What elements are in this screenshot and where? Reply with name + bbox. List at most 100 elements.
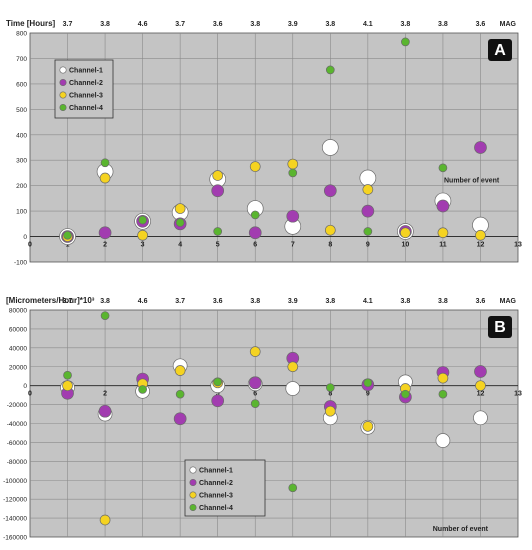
panel-letter: A [494,42,506,59]
mag-label: 3.8 [250,298,260,305]
data-point-channel-4 [100,158,110,168]
y-tick-label: 600 [16,81,27,88]
data-point-channel-4 [438,389,448,399]
data-point-channel-2 [211,394,225,408]
mag-label: 4.6 [138,21,148,28]
mag-label: 3.9 [288,298,298,305]
x-tick-label: 11 [439,242,447,249]
panel-letter: B [494,319,506,336]
data-point-channel-3 [324,405,336,417]
legend-label: Channel-1 [199,468,233,475]
x-tick-label: 2 [103,391,107,398]
data-point-channel-4 [175,389,185,399]
x-tick-label: 0 [28,391,32,398]
y-tick-label: -20000 [7,402,28,409]
mag-label: 3.8 [100,21,110,28]
data-point-channel-3 [174,365,186,376]
data-point-channel-3 [437,227,449,239]
legend-box [184,459,266,517]
x-tick-label: 4 [178,242,182,249]
data-point-channel-3 [475,229,486,241]
data-point-channel-2 [98,226,112,240]
legend-marker [59,104,67,112]
mag-label: 3.7 [63,298,73,305]
x-tick-label: 6 [253,391,257,398]
y-tick-label: 0 [23,383,27,390]
x-tick-label: 9 [366,391,370,398]
x-tick-label: 13 [514,391,522,398]
data-point-channel-1 [321,139,339,156]
legend-marker [189,478,197,486]
y-tick-label: -120000 [3,497,27,504]
data-point-channel-4 [288,483,298,493]
mag-label: 3.8 [401,21,411,28]
mag-label: 3.8 [401,298,411,305]
y-tick-label: 300 [16,158,27,165]
legend-label: Channel-4 [69,105,103,112]
legend-marker [59,79,67,87]
data-point-channel-2 [98,404,112,418]
data-point-channel-3 [475,380,486,392]
y-tick-label: -100 [14,260,27,267]
legend-label: Channel-4 [199,505,233,512]
x-tick-label: 0 [28,242,32,249]
mag-label: 3.9 [288,21,298,28]
x-tick-label: 8 [328,242,332,249]
y-tick-label: -80000 [7,459,28,466]
data-point-channel-4 [325,65,335,75]
y-tick-label: 400 [16,132,27,139]
mag-label: 3.8 [325,21,335,28]
x-tick-label: 5 [216,242,220,249]
mag-label: 3.6 [476,298,486,305]
legend-marker [189,466,197,474]
data-point-channel-3 [174,203,186,214]
data-point-channel-2 [474,365,487,378]
data-point-channel-1 [285,381,301,396]
mag-label: 3.8 [250,21,260,28]
data-point-channel-4 [63,370,72,380]
x-tick-label: 7 [291,242,295,249]
data-point-channel-4 [363,378,373,388]
data-point-channel-3 [212,170,224,181]
data-point-channel-3 [249,346,261,357]
data-point-channel-3 [287,361,299,373]
legend-marker [189,491,197,499]
mag-label: 3.6 [213,298,223,305]
data-point-channel-4 [288,168,298,178]
data-point-channel-4 [325,383,335,392]
x-tick-label: 6 [253,242,257,249]
y-tick-label: 200 [16,183,27,190]
data-point-channel-4 [250,399,260,408]
x-tick-label: 2 [103,242,107,249]
x-tick-label: 1 [66,242,70,249]
y-tick-label: 0 [23,234,27,241]
y-axis-title: [Micrometers/Hour]*10³ [6,296,95,305]
data-point-channel-4 [175,218,185,227]
data-point-channel-2 [436,199,450,213]
mag-label: 3.6 [213,21,223,28]
x-tick-label: 9 [366,242,370,249]
legend-label: Channel-2 [199,480,233,487]
data-point-channel-2 [248,226,262,240]
data-point-channel-2 [323,184,337,198]
data-point-channel-3 [362,420,374,432]
x-tick-label: 12 [477,242,485,249]
data-point-channel-3 [437,372,449,384]
data-point-channel-4 [138,215,147,225]
y-tick-label: -100000 [3,478,27,485]
data-point-channel-3 [324,224,336,236]
mag-label: 3.8 [438,298,448,305]
mag-label: 3.7 [175,21,185,28]
data-point-channel-3 [362,184,374,195]
data-point-channel-2 [248,376,262,390]
legend-label: Channel-3 [199,493,233,500]
y-tick-label: 80000 [9,308,27,315]
data-point-channel-3 [137,229,148,241]
data-point-channel-1 [435,433,451,448]
y-tick-label: 500 [16,107,27,114]
data-point-channel-4 [63,230,72,240]
y-tick-label: -60000 [7,440,28,447]
mag-label: 3.7 [175,298,185,305]
data-point-channel-3 [99,514,111,526]
